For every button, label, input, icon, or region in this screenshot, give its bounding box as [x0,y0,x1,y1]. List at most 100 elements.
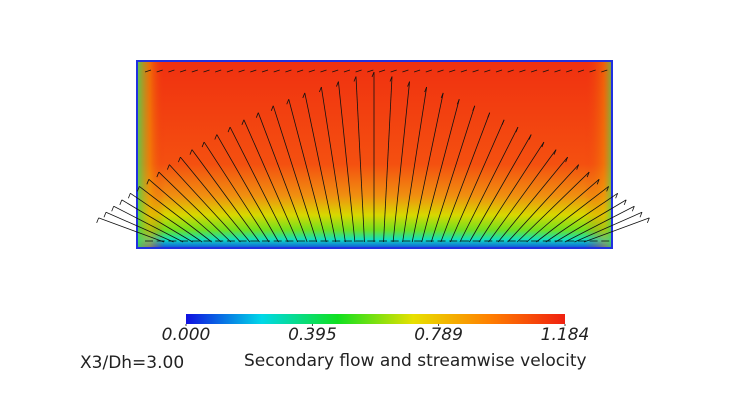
vector-head [270,105,274,111]
vector [113,205,184,243]
vector-head [136,186,140,192]
vector-head [166,164,170,170]
vector-head [487,112,491,118]
vector-head [389,76,393,82]
vector [378,69,386,73]
vector [519,69,526,73]
vector [425,69,432,73]
colorbar-ticks: 0.000 0.395 0.789 1.184 [162,324,590,345]
vector [355,76,365,243]
vector-head [623,199,627,206]
vector [601,69,608,73]
vector [472,69,479,73]
vector [98,217,165,243]
vector [273,69,280,73]
vector-head [440,92,444,99]
vector [430,105,476,243]
vector [229,126,289,243]
vector [488,149,557,243]
tick-label: 1.184 [541,325,590,345]
chart-title: Secondary flow and streamwise velocity [244,351,587,371]
vector [144,69,152,73]
vector [478,141,545,243]
vector [440,112,491,243]
vector [577,69,585,73]
vector [243,119,299,243]
vector [226,69,234,73]
vector-head [541,141,545,148]
vector-head [639,212,643,218]
vector [449,69,456,73]
vector [130,192,203,243]
vector-head [189,149,193,155]
vector [320,69,327,73]
vector-head [178,157,181,163]
vector-head [119,199,123,206]
vector [238,69,245,73]
tick-label: 0.000 [162,325,211,345]
vector [216,134,279,243]
vector-head [302,92,306,99]
vector-head [456,99,460,105]
vector [495,69,503,73]
vector-head [156,171,160,178]
vector-head [606,186,610,192]
tick-label: 0.395 [288,325,337,345]
vector [191,69,198,73]
vector [179,69,187,73]
vector [392,81,410,243]
vector-head [255,112,259,118]
vector-head [214,134,218,140]
vector [469,134,532,243]
vector [308,69,315,73]
vector-head [553,149,557,155]
vector [250,69,257,73]
vector [203,69,210,73]
vector [402,86,428,243]
vector [121,199,193,243]
colorbar [186,314,565,324]
vector [402,69,409,73]
vector [421,99,460,243]
vector [554,69,561,73]
vector [526,179,600,243]
vector [168,69,175,73]
vector [536,186,609,243]
vector [105,211,174,243]
vector [148,179,222,243]
vector-field [96,69,650,243]
vector [459,126,519,243]
tick-label: 0.789 [414,325,463,345]
vector-head [424,86,428,93]
vector [507,164,579,243]
vector-head [146,179,150,185]
vector [589,69,596,73]
vector [180,156,251,243]
vector [158,171,232,243]
vector [332,69,339,73]
vector-head [371,71,375,78]
vector-head [615,193,619,199]
vector-head [103,212,107,218]
vector-head [596,179,600,185]
vector [156,69,163,73]
vector [583,217,650,243]
vector [215,69,222,73]
wall [136,60,613,249]
vector [296,69,304,73]
vector [413,69,421,73]
vector [320,86,346,243]
vector-head [528,134,532,140]
wall-layer [136,60,613,249]
vector [367,69,374,73]
vector [542,69,549,73]
vector-head [336,81,339,87]
vector [516,171,590,243]
vector [566,69,573,73]
vector-head [286,99,290,105]
vector-head [111,206,115,212]
vector [338,81,356,243]
vector-head [565,157,568,163]
vector [191,149,260,243]
